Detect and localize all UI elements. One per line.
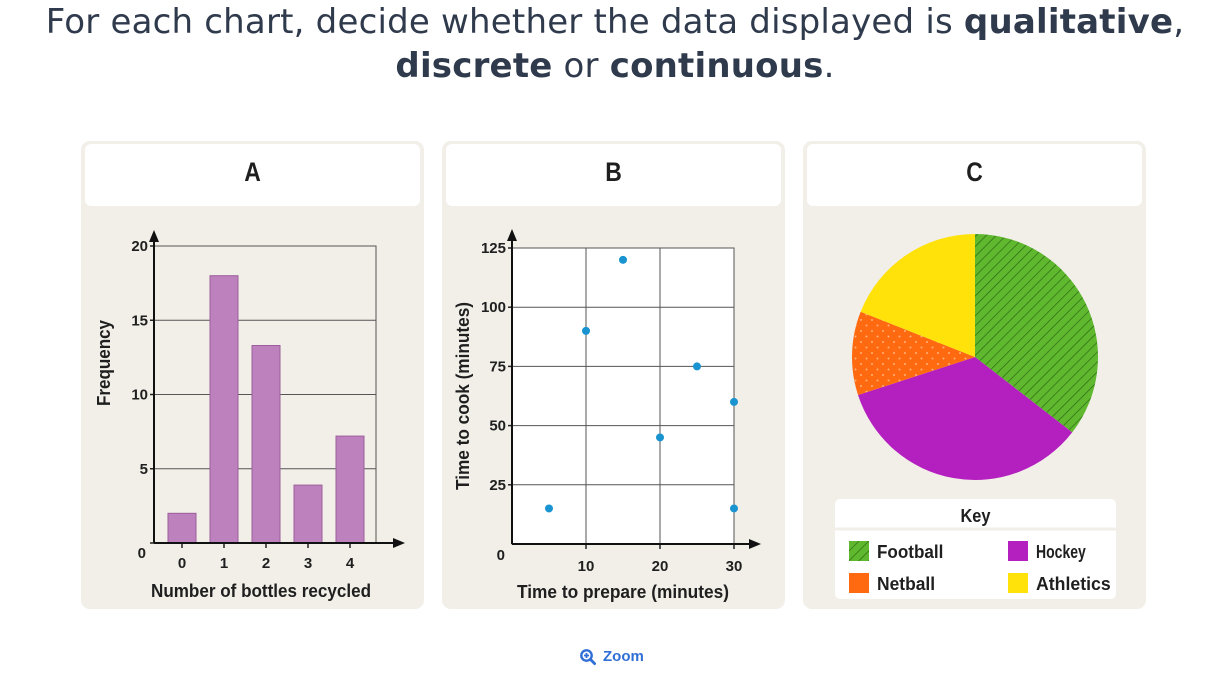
chart-c-legend-swatch [849, 573, 869, 593]
term-continuous: continuous [609, 46, 824, 86]
chart-b-x-tick-label: 20 [652, 558, 669, 575]
instruction-line-2: discrete or continuous. [0, 44, 1230, 88]
chart-a-y-tick-label: 0 [138, 545, 146, 562]
chart-a-bar [293, 484, 323, 544]
chart-c-legend-swatch [1008, 573, 1028, 593]
chart-b-plot-area [511, 247, 735, 545]
chart-card-b-header: B [446, 144, 781, 206]
chart-a-bar [251, 344, 281, 544]
term-qualitative: qualitative [963, 2, 1174, 42]
instruction-prefix: For each chart, decide whether the data … [45, 2, 964, 42]
chart-b-point [545, 504, 553, 513]
chart-c-label: C [966, 157, 983, 187]
chart-c-legend-title: Key [961, 506, 991, 526]
chart-a-y-tick-label: 10 [131, 387, 148, 404]
chart-a-bar [335, 435, 365, 544]
chart-a-x-tick-label: 0 [178, 555, 186, 572]
chart-b-label: B [605, 157, 622, 187]
chart-c-slice-netball [852, 311, 975, 396]
instruction-period: . [823, 46, 835, 86]
chart-a-y-tick-label: 20 [131, 238, 148, 255]
chart-b-point [730, 397, 738, 406]
chart-c-slice-football [975, 234, 1098, 433]
chart-c-legend-label: Football [877, 542, 943, 562]
chart-c-legend-swatch [1008, 541, 1028, 561]
chart-b-scatter-chart: 0 25 50 75 100 125 10 20 30 Time to prepare (minu… [453, 229, 761, 602]
chart-b-y-tick-label: 125 [481, 240, 506, 257]
instruction-line-1: For each chart, decide whether the data … [0, 0, 1230, 44]
chart-b-y-tick-label: 0 [497, 547, 505, 564]
chart-c-legend-box [835, 499, 1116, 599]
chart-a-y-axis-label: Frequency [94, 320, 114, 406]
chart-b-y-tick-label: 25 [489, 477, 506, 494]
chart-a-x-axis-label: Number of bottles recycled [151, 581, 371, 601]
chart-c-slice-hockey [858, 357, 1073, 480]
chart-b-point [693, 362, 701, 371]
chart-a-x-tick-label: 4 [346, 555, 355, 572]
chart-a-x-tick-label: 2 [262, 555, 270, 572]
chart-b-x-tick-label: 10 [578, 558, 595, 575]
chart-a-y-axis-arrow [149, 230, 159, 242]
chart-card-a: A 0 5 10 15 20 0 1 2 3 4 Number of bottles recycle… [81, 141, 424, 609]
chart-c-legend-label: Athletics [1036, 574, 1111, 594]
chart-c-legend-label: Netball [877, 574, 935, 594]
chart-card-a-header: A [85, 144, 420, 206]
zoom-button[interactable]: Zoom [580, 648, 644, 665]
chart-card-b: B 0 25 50 75 100 125 10 20 30 Time to prepare (mi… [442, 141, 785, 609]
chart-a-x-tick-label: 3 [304, 555, 312, 572]
zoom-in-icon [580, 648, 597, 665]
chart-a-x-tick-label: 1 [220, 555, 228, 572]
chart-b-y-tick-label: 100 [481, 299, 506, 316]
chart-a-label: A [244, 157, 261, 187]
chart-a-bar [209, 275, 239, 544]
chart-card-c-header: C [807, 144, 1142, 206]
chart-b-x-axis-label: Time to prepare (minutes) [517, 582, 729, 602]
chart-c-legend-swatch [849, 541, 869, 561]
zoom-label: Zoom [603, 648, 644, 665]
chart-b-y-tick-label: 75 [489, 358, 506, 375]
chart-b-point [656, 433, 664, 442]
chart-a-bar [167, 512, 197, 544]
chart-c-slice-athletics [860, 234, 975, 357]
chart-b-y-tick-label: 50 [489, 418, 506, 435]
chart-a-x-axis-arrow [393, 538, 405, 548]
chart-b-point [730, 504, 738, 513]
chart-a-bar-chart: 0 5 10 15 20 0 1 2 3 4 Number of bottles recycled F… [94, 230, 405, 601]
instruction-or: or [552, 46, 610, 86]
chart-c-pie-chart: Key Football Hockey Netball Athletics [835, 234, 1116, 599]
chart-b-x-axis-arrow [749, 539, 761, 549]
chart-b-point [582, 326, 590, 335]
chart-card-c: C Key Football Hockey Netball Athletics [803, 141, 1146, 609]
instruction-separator: , [1173, 2, 1185, 42]
chart-b-y-axis-arrow [507, 229, 517, 241]
chart-b-x-tick-label: 30 [726, 558, 743, 575]
chart-a-y-tick-label: 5 [140, 461, 148, 478]
chart-b-y-axis-label: Time to cook (minutes) [453, 302, 473, 490]
chart-a-y-tick-label: 15 [131, 312, 148, 329]
term-discrete: discrete [395, 46, 553, 86]
chart-c-legend-label: Hockey [1036, 542, 1086, 562]
chart-b-point [619, 255, 627, 264]
